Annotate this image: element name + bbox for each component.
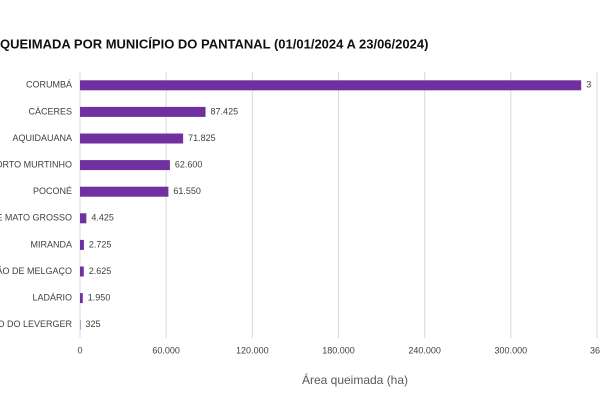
y-tick-label: ÔNIO DO LEVERGER [0,319,72,329]
value-label: 87.425 [211,106,239,116]
x-tick-label: 60.000 [152,345,180,355]
y-tick-label: ARÃO DE MELGAÇO [0,266,72,276]
x-tick-label: 240.000 [408,345,441,355]
value-label: 325 [85,319,100,329]
x-axis-label: Área queimada (ha) [302,372,408,387]
y-tick-label: AQUIDAUANA [12,133,72,143]
y-tick-label: E DE MATO GROSSO [0,213,72,223]
value-label: 2.625 [89,266,112,276]
bar [80,293,83,304]
value-label: 2.725 [89,239,112,249]
value-label: 1.950 [88,292,111,302]
x-tick-label: 120.000 [236,345,269,355]
y-tick-label: CÁCERES [28,106,72,116]
x-tick-label: 36 [590,345,600,355]
x-tick-label: 300.000 [495,345,528,355]
value-label: 62.600 [175,159,203,169]
y-tick-label: MIRANDA [30,239,72,249]
value-label: 61.550 [173,186,201,196]
bar [80,133,184,144]
bar [80,266,84,277]
bar [80,213,87,224]
bar [80,106,206,117]
y-tick-label: PORTO MURTINHO [0,159,72,169]
bar [80,239,84,250]
bar [80,186,169,197]
y-tick-label: LADÁRIO [32,292,72,302]
bar [80,160,170,171]
chart-title: QUEIMADA POR MUNICÍPIO DO PANTANAL (01/0… [0,36,428,51]
x-tick-label: 0 [77,345,82,355]
y-tick-label: POCONÉ [33,186,72,196]
y-tick-label: CORUMBÁ [26,80,72,90]
value-label: 71.825 [188,133,216,143]
bar [80,80,582,91]
value-label: 4.425 [91,213,114,223]
value-label: 3 [586,80,591,90]
x-tick-label: 180.000 [322,345,355,355]
